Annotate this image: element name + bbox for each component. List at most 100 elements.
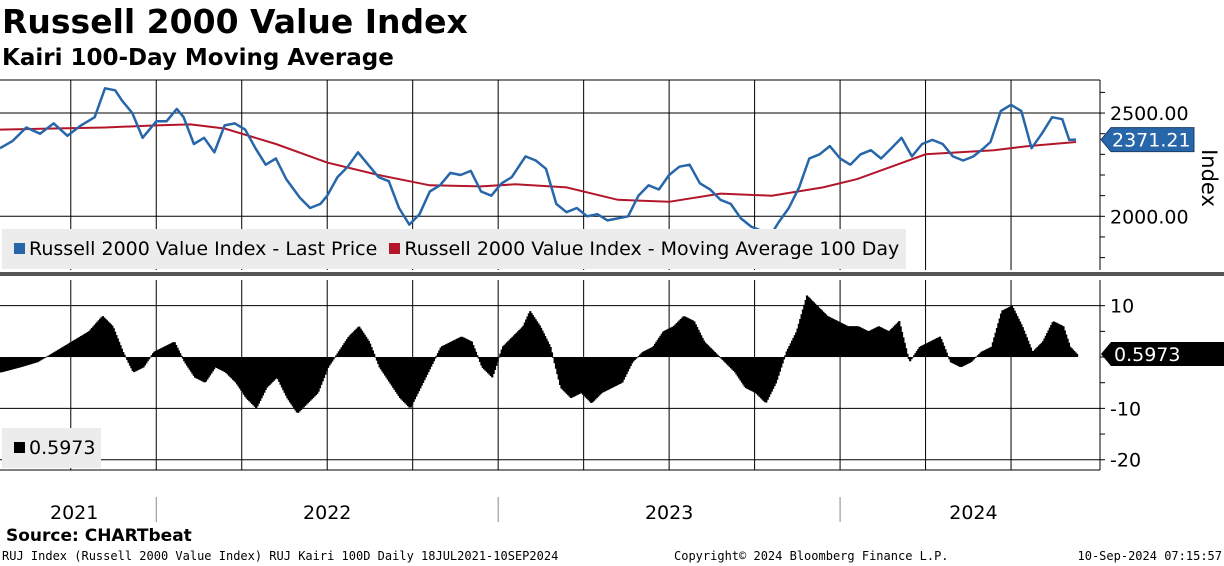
kairi-bar [508, 339, 511, 358]
kairi-bar [132, 357, 136, 373]
x-tick-label: 2024 [949, 502, 997, 524]
kairi-bar [803, 304, 806, 358]
kairi-bar [318, 357, 322, 389]
kairi-bar [880, 327, 883, 358]
kairi-bar [5, 357, 8, 372]
kairi-bar [90, 327, 94, 358]
kairi-bar [1039, 344, 1042, 358]
kairi-bar [350, 334, 353, 358]
kairi-bar [1065, 334, 1068, 358]
kairi-bar [1028, 344, 1031, 358]
kairi-bar [721, 357, 725, 361]
kairi-bar [869, 330, 872, 358]
kairi-bar [834, 319, 837, 358]
kairi-bar [1056, 323, 1060, 358]
kairi-bar [603, 357, 606, 392]
kairi-bar [876, 326, 879, 358]
kairi-bar [1, 357, 4, 373]
kairi-bar [369, 343, 372, 358]
kairi-bar [975, 356, 978, 358]
kairi-bar [345, 339, 349, 358]
kairi-bar [594, 357, 597, 400]
kairi-bar [222, 357, 225, 372]
kairi-bar [823, 313, 826, 358]
kairi-bar [742, 357, 745, 385]
kairi-bar [727, 357, 730, 366]
kairi-bar [502, 346, 505, 358]
kairi-bar [27, 357, 30, 366]
kairi-bar [776, 357, 779, 380]
kairi-bar [713, 351, 716, 358]
kairi-bar [393, 357, 396, 390]
kairi-bar [386, 357, 389, 380]
kairi-bar [401, 357, 404, 401]
kairi-bar [442, 345, 445, 358]
kairi-bar [362, 332, 365, 358]
kairi-bar [724, 357, 727, 363]
kairi-bar [333, 357, 336, 358]
kairi-bar [370, 347, 373, 358]
kairi-bar [660, 333, 663, 358]
kairi-bar [31, 357, 34, 364]
kairi-bar [42, 357, 45, 359]
kairi-bar [1058, 324, 1061, 358]
kairi-bar [628, 357, 631, 369]
kairi-bar [175, 344, 178, 358]
kairi-bar [233, 357, 236, 382]
kairi-bar [96, 321, 99, 358]
kairi-bar [373, 353, 376, 358]
kairi-bar [736, 357, 739, 377]
kairi-bar [341, 345, 345, 358]
kairi-bar [253, 357, 256, 407]
kairi-bar [280, 357, 284, 388]
kairi-bar [113, 331, 117, 358]
kairi-bar [426, 357, 429, 375]
legend-item-moving-average[interactable]: Russell 2000 Value Index - Moving Averag… [389, 238, 899, 260]
kairi-bar [864, 329, 867, 358]
kairi-bar [111, 325, 114, 358]
kairi-bar [602, 357, 605, 393]
kairi-bar [620, 357, 623, 384]
kairi-bar [432, 357, 436, 362]
kairi-bar [1016, 316, 1019, 358]
kairi-bar [1001, 310, 1004, 358]
kairi-bar [316, 357, 319, 394]
kairi-bar [534, 319, 537, 358]
kairi-bar [360, 330, 364, 358]
kairi-bar [238, 357, 241, 389]
kairi-bar [567, 357, 570, 396]
kairi-bar [101, 316, 104, 358]
kairi-bar [275, 357, 278, 379]
kairi-bar [732, 357, 735, 372]
kairi-bar [1074, 352, 1077, 358]
kairi-bar [242, 357, 246, 395]
y-tick-label: 2500.00 [1110, 103, 1189, 125]
kairi-bar [181, 357, 185, 359]
kairi-bar [751, 357, 754, 392]
kairi-bar [221, 357, 224, 371]
kairi-bar [497, 357, 501, 358]
kairi-bar [33, 357, 37, 363]
kairi-bar [18, 357, 22, 368]
footer-copyright: Copyright© 2024 Bloomberg Finance L.P. [674, 549, 949, 563]
kairi-bar [815, 304, 818, 358]
kairi-bar [538, 325, 541, 358]
legend-item-last-price[interactable]: Russell 2000 Value Index - Last Price [14, 238, 377, 260]
kairi-bar [267, 357, 270, 387]
kairi-bar [40, 357, 43, 360]
kairi-bar [793, 335, 796, 358]
kairi-bar [569, 357, 573, 398]
kairi-bar [1050, 324, 1053, 358]
kairi-bar [1052, 321, 1056, 358]
kairi-bar [282, 357, 285, 391]
kairi-bar [464, 338, 467, 358]
kairi-bar [849, 326, 852, 358]
kairi-bar [800, 314, 803, 358]
kairi-bar [894, 325, 897, 358]
kairi-bar [164, 346, 167, 358]
kairi-bar [719, 357, 722, 358]
kairi-bar [822, 311, 825, 358]
legend-item-kairi[interactable]: 0.5973 [14, 437, 95, 459]
kairi-bar [336, 353, 339, 358]
y-tick-label: -10 [1110, 398, 1141, 420]
